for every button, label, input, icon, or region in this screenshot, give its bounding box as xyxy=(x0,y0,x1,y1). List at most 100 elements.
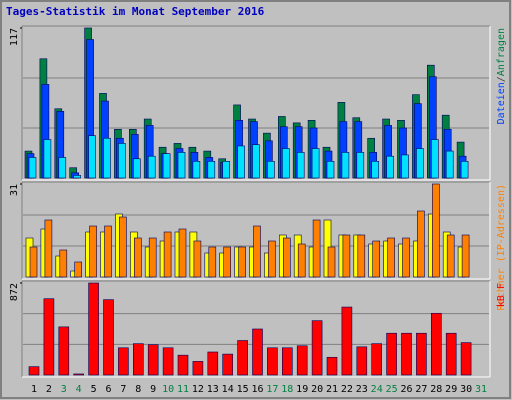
x-tick-label: 30 xyxy=(460,384,472,395)
bar xyxy=(341,152,350,179)
bar xyxy=(267,161,275,179)
x-tick-label: 8 xyxy=(135,384,141,395)
x-tick-label: 1 xyxy=(31,384,37,395)
bar xyxy=(162,347,174,376)
bar xyxy=(446,234,455,278)
x-tick-label: 18 xyxy=(281,384,293,395)
bar xyxy=(386,332,397,376)
x-tick-label: 29 xyxy=(445,384,457,395)
bar xyxy=(416,332,427,376)
bar xyxy=(460,161,469,179)
bar xyxy=(296,152,305,179)
x-tick-label: 5 xyxy=(91,384,97,395)
bar xyxy=(118,143,126,179)
x-tick-label: 16 xyxy=(251,384,263,395)
bar xyxy=(223,246,231,278)
x-tick-label: 11 xyxy=(177,384,189,395)
bar xyxy=(43,298,55,376)
bar xyxy=(73,175,81,179)
side-label: kB F xyxy=(496,283,507,307)
bar xyxy=(207,351,219,376)
x-tick-label: 21 xyxy=(326,384,338,395)
x-tick-label: 17 xyxy=(266,384,278,395)
bar xyxy=(326,356,338,376)
x-tick-label: 22 xyxy=(341,384,353,395)
x-tick-label: 7 xyxy=(120,384,126,395)
bar xyxy=(402,237,410,278)
x-tick-label: 3 xyxy=(61,384,67,395)
bar xyxy=(372,240,381,278)
bar xyxy=(162,153,171,179)
bar xyxy=(222,161,230,179)
bar xyxy=(282,237,291,278)
bar xyxy=(89,225,97,278)
x-tick-label: 25 xyxy=(386,384,398,395)
side-label-part: Anfragen xyxy=(496,28,507,76)
bar xyxy=(177,354,189,376)
bar xyxy=(387,237,395,278)
bar xyxy=(311,148,320,179)
bar xyxy=(133,158,141,179)
bar xyxy=(356,152,365,179)
bar xyxy=(430,312,442,376)
bar xyxy=(44,219,53,278)
bar xyxy=(252,144,260,179)
bar xyxy=(147,155,156,179)
x-tick-label: 13 xyxy=(207,384,219,395)
bar xyxy=(430,139,439,179)
bar xyxy=(460,342,472,376)
bar xyxy=(207,161,216,179)
bar xyxy=(177,152,186,179)
bar xyxy=(193,240,202,278)
x-tick-label: 10 xyxy=(162,384,174,395)
bar xyxy=(237,340,248,376)
bar xyxy=(118,347,129,376)
bar xyxy=(296,345,308,376)
bar xyxy=(43,139,52,179)
bar xyxy=(58,326,70,376)
bar xyxy=(238,246,246,278)
x-tick-label: 31 xyxy=(475,384,487,395)
bar xyxy=(327,246,336,278)
bar xyxy=(461,234,470,278)
bar xyxy=(237,145,245,179)
y-tick-label: 872 xyxy=(9,283,20,301)
bar xyxy=(342,234,351,278)
bar xyxy=(267,347,278,376)
x-tick-label: 23 xyxy=(356,384,368,395)
bar xyxy=(417,210,425,278)
bar xyxy=(29,246,38,278)
bar xyxy=(252,328,263,376)
side-label: Rechner (IP-Adressen) xyxy=(496,184,507,310)
bar xyxy=(222,353,233,376)
bar xyxy=(192,161,201,179)
bar xyxy=(326,161,335,179)
bar xyxy=(88,282,99,376)
side-label-part: / xyxy=(496,76,507,82)
x-tick-label: 15 xyxy=(237,384,249,395)
bar xyxy=(104,225,112,278)
x-tick-label: 20 xyxy=(311,384,323,395)
bar xyxy=(253,225,261,278)
x-tick-label: 24 xyxy=(371,384,383,395)
bar xyxy=(371,161,380,179)
side-label-part: Rechner (IP-Adressen) xyxy=(496,184,507,310)
bar xyxy=(401,154,409,179)
bar xyxy=(416,148,424,179)
bar xyxy=(208,246,217,278)
bar xyxy=(178,228,187,278)
bar xyxy=(445,332,457,376)
x-tick-label: 6 xyxy=(105,384,111,395)
x-tick-label: 2 xyxy=(46,384,52,395)
bar xyxy=(163,231,172,278)
bar xyxy=(103,299,114,376)
bar xyxy=(281,148,290,179)
bar xyxy=(192,361,204,376)
bar xyxy=(73,373,84,376)
bar xyxy=(371,343,383,376)
x-tick-label: 26 xyxy=(400,384,412,395)
bar xyxy=(297,243,306,278)
side-label-part: Dateien xyxy=(496,82,507,124)
side-label: Dateien/Anfragen xyxy=(496,28,507,124)
